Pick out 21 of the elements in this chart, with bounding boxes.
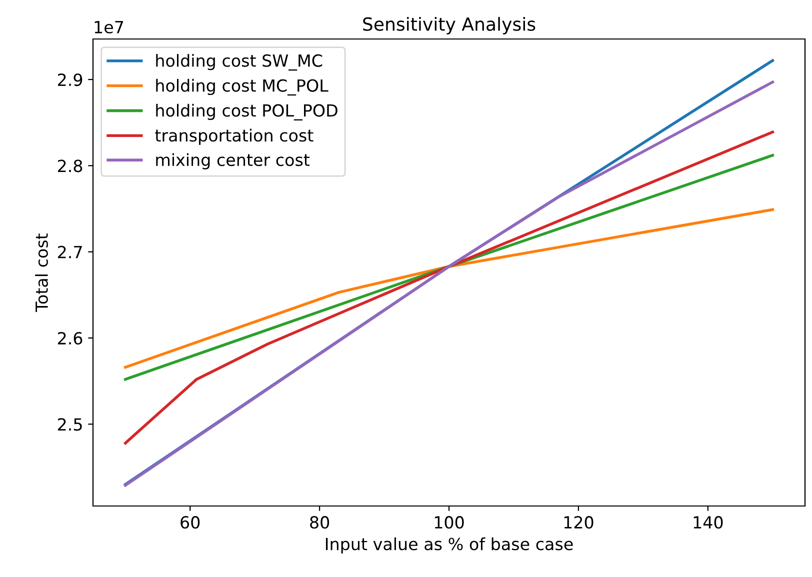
legend-label: mixing center cost (156, 153, 310, 170)
x-tick-label: 100 (434, 516, 464, 529)
line-series (124, 130, 774, 444)
line-series (124, 208, 774, 369)
legend-label: holding cost MC_POL (156, 78, 328, 96)
legend-label: holding cost POL_POD (156, 104, 338, 120)
y-tick-label: 2.5 (58, 418, 82, 431)
y-tick-label: 2.8 (58, 160, 82, 172)
y-tick-label: 2.9 (58, 73, 82, 86)
y-tick-label: 2.6 (58, 332, 82, 345)
x-axis-title: Input value as % of base case (326, 537, 573, 554)
y-axis-title: Total cost (35, 234, 48, 312)
text: 1e7 (94, 21, 124, 34)
x-tick-label: 80 (310, 516, 330, 529)
legend-label: holding cost SW_MC (156, 54, 322, 71)
x-tick-label: 140 (694, 516, 723, 529)
legend-label: transportation cost (155, 128, 314, 145)
chart-title: Sensitivity Analysis (363, 16, 536, 34)
y-tick-label: 2.7 (58, 246, 82, 258)
x-tick-label: 120 (564, 516, 594, 529)
x-tick-label: 60 (180, 516, 200, 529)
